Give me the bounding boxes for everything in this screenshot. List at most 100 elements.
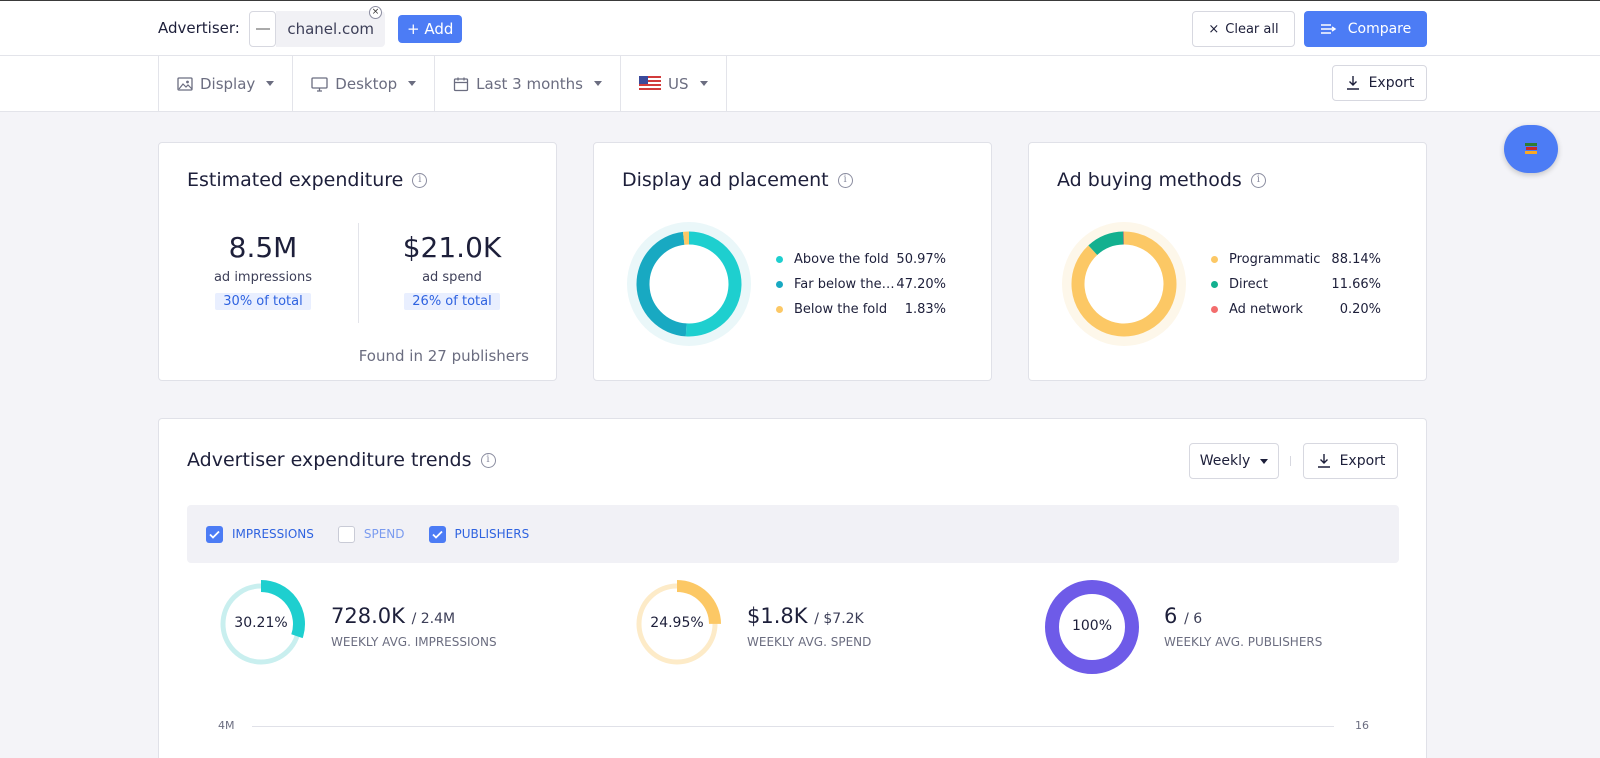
placement-legend: Above the fold 50.97% Far below the fold…	[776, 247, 946, 322]
export-label: Export	[1368, 75, 1415, 91]
kpi-impressions: 30.21% 728.0K / 2.4M WEEKLY AVG. IMPRESS…	[216, 579, 536, 675]
spend-value: $21.0K	[402, 231, 502, 264]
legend-dot	[776, 256, 783, 263]
display-ad-placement-title: Display ad placement	[622, 169, 829, 191]
impressions-value: 8.5M	[228, 231, 298, 264]
image-icon	[177, 76, 193, 91]
spend-metric: $21.0K ad spend 26% of total	[362, 231, 542, 310]
donut-slice-1[interactable]	[636, 231, 687, 337]
legend-dot	[776, 306, 783, 313]
legend-value: 88.14%	[1331, 252, 1381, 267]
donut-slice-0[interactable]	[1071, 231, 1177, 337]
info-icon[interactable]: i	[480, 452, 496, 468]
legend-value: 50.97%	[896, 252, 946, 267]
trends-export-button[interactable]: Export	[1303, 443, 1398, 479]
period-select-label: Weekly	[1199, 453, 1251, 469]
kpi-percent: 24.95%	[650, 615, 704, 631]
legend-item: Above the fold 50.97%	[776, 247, 946, 272]
checkbox-checked-icon	[428, 525, 446, 543]
kpi-ring: 100%	[1044, 579, 1140, 675]
kpi-value: $1.8K / $7.2K	[747, 604, 864, 628]
filter-device[interactable]: Desktop	[293, 56, 436, 111]
impressions-ring-chart	[220, 580, 305, 665]
chevron-down-icon	[266, 81, 275, 86]
legend-dot	[776, 281, 783, 288]
publishers-toggle-label: PUBLISHERS	[454, 527, 530, 541]
buying-legend: Programmatic 88.14% Direct 11.66% Ad net…	[1211, 247, 1381, 322]
spend-toggle-label: SPEND	[363, 527, 405, 541]
period-select[interactable]: Weekly	[1189, 443, 1279, 479]
legend-label: Direct	[1229, 277, 1268, 292]
ring-progress	[676, 580, 721, 625]
spend-checkbox[interactable]: SPEND	[337, 525, 405, 543]
expenditure-trends-title: Advertiser expenditure trends	[187, 449, 472, 471]
advertiser-logo	[249, 11, 277, 47]
kpi-percent: 30.21%	[234, 615, 288, 631]
legend-value: 47.20%	[896, 277, 946, 292]
filter-ad-type[interactable]: Display	[159, 56, 294, 111]
ring-progress	[1045, 580, 1139, 674]
floating-helper-button[interactable]	[1504, 125, 1558, 173]
donut-halo-inner	[1078, 238, 1170, 330]
monitor-icon	[311, 76, 328, 92]
donut-halo-inner	[643, 238, 735, 330]
filter-country[interactable]: US	[621, 56, 727, 111]
buying-donut-chart	[1062, 222, 1186, 346]
add-advertiser-button[interactable]: + Add	[398, 15, 463, 43]
export-button[interactable]: Export	[1332, 65, 1427, 101]
clear-all-button[interactable]: × Clear all	[1192, 11, 1295, 47]
publishers-checkbox[interactable]: PUBLISHERS	[428, 525, 530, 543]
impressions-metric: 8.5M ad impressions 30% of total	[173, 231, 353, 310]
remove-advertiser-icon[interactable]: ×	[369, 6, 382, 19]
advertiser-chip[interactable]: chanel.com ×	[249, 6, 385, 47]
impressions-label: ad impressions	[213, 270, 313, 285]
info-icon[interactable]: i	[1250, 172, 1266, 188]
donut-slice-0[interactable]	[685, 231, 742, 337]
legend-item: Ad network 0.20%	[1211, 297, 1381, 322]
filter-date-range-label: Last 3 months	[476, 74, 583, 93]
filter-date-range[interactable]: Last 3 months	[435, 56, 621, 111]
metric-toggle-bar: IMPRESSIONS SPEND PUBLISHERS	[187, 505, 1399, 563]
legend-item: Programmatic 88.14%	[1211, 247, 1381, 272]
us-flag-icon	[639, 76, 661, 91]
kpi-value: 728.0K / 2.4M	[331, 604, 455, 628]
kpi-ring: 30.21%	[216, 579, 306, 669]
compare-button[interactable]: Compare	[1304, 11, 1427, 47]
filter-country-label: US	[668, 74, 689, 93]
info-icon[interactable]: i	[412, 172, 428, 188]
card-title: Ad buying methods i	[1057, 169, 1266, 191]
close-icon: ×	[1208, 21, 1220, 37]
legend-dot	[1211, 256, 1218, 263]
spend-share: 26% of total	[404, 293, 500, 310]
spend-ring-chart	[636, 580, 721, 665]
legend-label: Above the fold	[794, 252, 889, 267]
legend-dot	[1211, 306, 1218, 313]
kpi-value: 6 / 6	[1164, 604, 1202, 628]
impressions-toggle-label: IMPRESSIONS	[232, 527, 314, 541]
kpi-total: / 2.4M	[411, 611, 456, 627]
kpi-percent: 100%	[1071, 618, 1113, 634]
info-icon[interactable]: i	[837, 172, 853, 188]
card-title: Display ad placement i	[622, 169, 853, 191]
divider	[1290, 456, 1291, 466]
impressions-checkbox[interactable]: IMPRESSIONS	[206, 525, 314, 543]
compare-icon	[1320, 24, 1336, 34]
kpi-total: / 6	[1184, 611, 1203, 627]
legend-value: 0.20%	[1339, 302, 1381, 317]
legend-label: Below the fold	[794, 302, 888, 317]
kpi-label: WEEKLY AVG. PUBLISHERS	[1164, 635, 1323, 649]
display-ad-placement-card: Display ad placement i Above the fold 50…	[593, 142, 992, 381]
axis-tick-left: 4M	[218, 719, 235, 732]
kpi-value-number: $1.8K	[747, 604, 808, 628]
donut-slice-1[interactable]	[1088, 231, 1124, 256]
clear-all-label: Clear all	[1225, 21, 1279, 37]
card-title: Estimated expenditure i	[187, 169, 428, 191]
legend-item: Far below the fold 47.20%	[776, 272, 946, 297]
placement-donut-chart	[627, 222, 751, 346]
legend-dot	[1211, 281, 1218, 288]
chart-baseline	[252, 726, 1334, 727]
expenditure-trends-card: Advertiser expenditure trends i Weekly E…	[158, 418, 1427, 758]
kpi-ring: 24.95%	[632, 579, 722, 669]
kpi-label: WEEKLY AVG. SPEND	[747, 635, 872, 649]
kpi-publishers: 100% 6 / 6 WEEKLY AVG. PUBLISHERS	[1044, 579, 1364, 675]
